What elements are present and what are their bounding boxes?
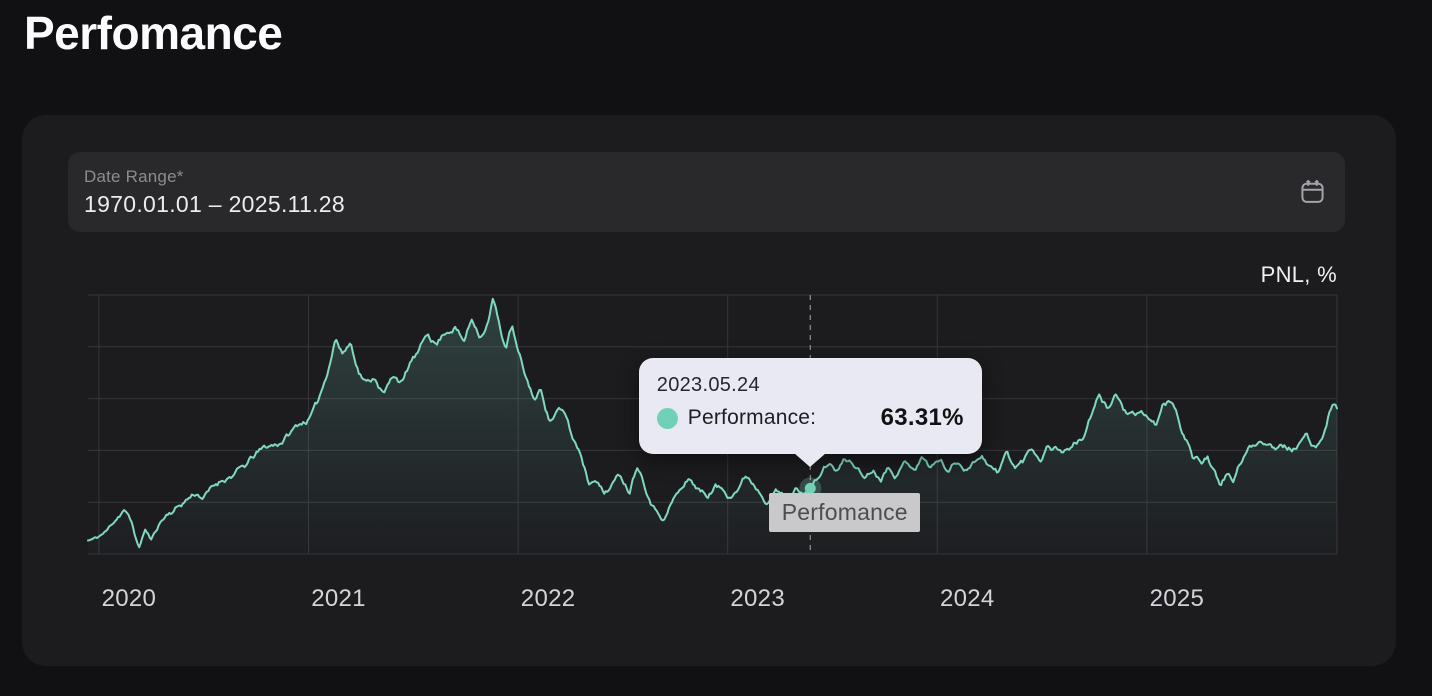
series-pointer-tag: Perfomance (769, 493, 921, 533)
x-axis-label: 2025 (1149, 585, 1205, 612)
date-range-field[interactable]: Date Range* 1970.01.01 – 2025.11.28 (68, 152, 1345, 232)
marked-point-dot (804, 482, 816, 494)
x-axis-label: 2024 (939, 585, 995, 612)
x-axis-label: 2020 (101, 585, 157, 612)
required-marker: * (176, 167, 184, 186)
x-axis-label: 2023 (730, 585, 785, 612)
y-axis-unit-label: PNL, % (1260, 262, 1337, 287)
series-dot-icon (656, 407, 678, 429)
performance-card: Date Range* 1970.01.01 – 2025.11.28 PNL,… (22, 115, 1396, 666)
tooltip-value: 63.31% (880, 404, 964, 432)
date-range-value: 1970.01.01 – 2025.11.28 (84, 190, 345, 217)
performance-area-fill (88, 298, 1337, 554)
calendar-icon[interactable] (1297, 176, 1328, 208)
tooltip-row: Performance: 63.31% (656, 404, 964, 432)
date-range-text: Date Range* 1970.01.01 – 2025.11.28 (68, 167, 1297, 217)
tooltip-date: 2023.05.24 (656, 374, 760, 397)
date-range-label: Date Range* (84, 167, 1297, 187)
performance-line (87, 297, 1338, 549)
x-axis-label: 2022 (520, 585, 576, 612)
performance-chart[interactable] (22, 115, 1396, 666)
chart-tooltip: 2023.05.24 Performance: 63.31% (638, 358, 982, 468)
tooltip-caret (794, 453, 827, 468)
date-range-label-text: Date Range (84, 167, 177, 186)
page-title: Perfomance (24, 7, 283, 59)
tooltip-series-label: Performance: (687, 406, 817, 430)
x-axis-label: 2021 (311, 585, 366, 612)
